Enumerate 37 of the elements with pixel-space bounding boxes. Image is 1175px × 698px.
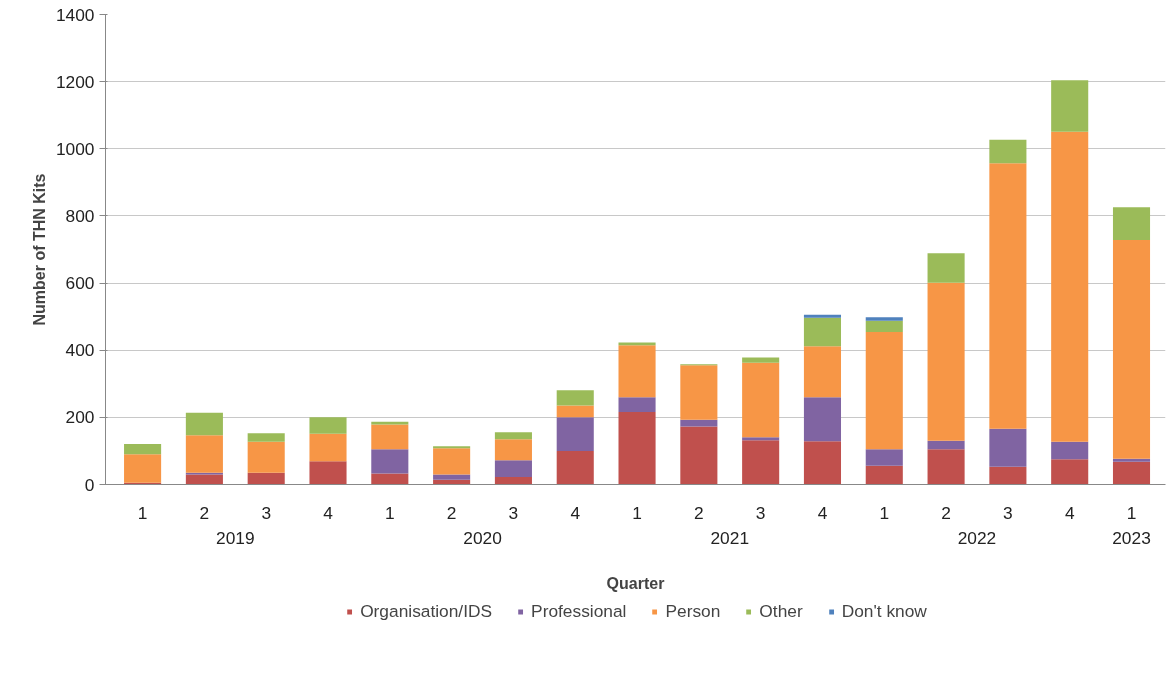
x-tick-label: 4 bbox=[570, 502, 581, 523]
x-tick-label: 3 bbox=[755, 502, 766, 523]
x-tick-label: 2 bbox=[694, 502, 704, 523]
x-axis-title: Quarter bbox=[606, 574, 665, 592]
text: 2019 bbox=[216, 527, 255, 548]
y-tick-label: 0 bbox=[84, 474, 95, 495]
x-tick-label: 1 bbox=[632, 502, 642, 523]
y-tick-label: 800 bbox=[65, 205, 95, 226]
y-tick-label: 1200 bbox=[55, 71, 95, 92]
y-tick-label: 1000 bbox=[55, 138, 95, 159]
x-tick-label: 1 bbox=[385, 502, 395, 523]
x-tick-label: 2 bbox=[941, 502, 951, 523]
legend-label: Don't know bbox=[841, 600, 927, 622]
y-axis-title: Number of THN Kits bbox=[30, 173, 48, 326]
x-tick-label: 2 bbox=[199, 502, 210, 523]
x-tick-label: 2 bbox=[446, 502, 457, 523]
legend-label: Person bbox=[665, 600, 721, 622]
x-tick-label: 4 bbox=[1064, 502, 1075, 523]
x-tick-label: 3 bbox=[508, 502, 519, 523]
legend-label: Other bbox=[759, 600, 803, 622]
x-tick-label: 1 bbox=[1126, 502, 1137, 523]
legend-label: Organisation/IDS bbox=[360, 600, 493, 622]
x-tick-label: 4 bbox=[323, 502, 334, 523]
text: 2023 bbox=[1112, 527, 1151, 548]
y-tick-label: 400 bbox=[65, 340, 95, 361]
x-tick-label: 1 bbox=[137, 502, 148, 523]
y-tick-label: 200 bbox=[65, 407, 95, 428]
y-tick-label: 600 bbox=[65, 273, 95, 294]
text: 2020 bbox=[463, 527, 502, 548]
text: 2021 bbox=[710, 527, 750, 548]
legend-label: Professional bbox=[531, 600, 627, 622]
x-tick-label: 4 bbox=[817, 502, 828, 523]
x-tick-label: 3 bbox=[1003, 502, 1013, 523]
text: 2022 bbox=[957, 527, 997, 548]
x-tick-label: 1 bbox=[879, 502, 890, 523]
y-tick-label: 1400 bbox=[55, 4, 95, 25]
x-tick-label: 3 bbox=[261, 502, 272, 523]
